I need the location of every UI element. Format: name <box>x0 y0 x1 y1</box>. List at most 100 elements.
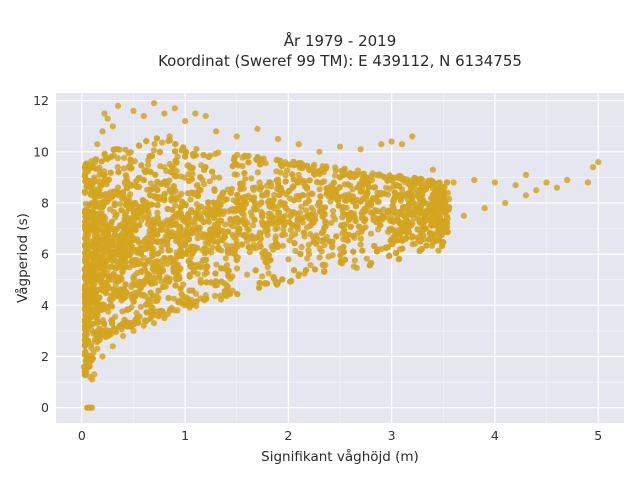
scatter-point <box>202 112 209 120</box>
scatter-point <box>217 217 224 224</box>
scatter-point <box>429 166 436 173</box>
scatter-point <box>491 179 498 186</box>
scatter-point <box>273 281 280 288</box>
scatter-point <box>161 315 168 322</box>
scatter-point <box>89 320 96 328</box>
scatter-point <box>197 279 204 286</box>
scatter-point <box>101 320 108 327</box>
scatter-point <box>248 175 255 182</box>
y-tick-label: 10 <box>33 144 49 159</box>
scatter-point <box>164 228 171 235</box>
scatter-point <box>193 230 200 237</box>
scatter-point <box>322 218 329 225</box>
scatter-point <box>135 319 142 326</box>
scatter-point <box>168 195 175 202</box>
scatter-point <box>429 217 436 224</box>
scatter-point <box>316 148 323 155</box>
scatter-point <box>202 292 209 299</box>
scatter-point <box>185 177 193 184</box>
scatter-point <box>137 285 144 292</box>
scatter-point <box>161 190 168 197</box>
scatter-point <box>272 233 279 240</box>
scatter-point <box>436 179 443 186</box>
scatter-point <box>271 192 278 199</box>
scatter-point <box>201 271 208 278</box>
scatter-point <box>425 179 432 186</box>
scatter-point <box>159 267 166 274</box>
scatter-point <box>253 156 260 163</box>
scatter-point <box>107 169 114 176</box>
scatter-point <box>322 165 329 172</box>
scatter-point <box>396 173 403 180</box>
scatter-point <box>331 216 339 223</box>
scatter-point <box>242 233 250 240</box>
scatter-point <box>189 164 196 172</box>
scatter-point <box>82 358 89 365</box>
scatter-point <box>117 200 124 207</box>
scatter-point <box>290 176 297 183</box>
scatter-point <box>188 230 195 237</box>
scatter-point <box>217 296 224 303</box>
scatter-point <box>127 156 134 163</box>
scatter-point <box>389 203 397 211</box>
scatter-point <box>307 212 314 219</box>
scatter-point <box>119 287 126 294</box>
scatter-point <box>145 211 152 218</box>
scatter-point <box>430 199 437 206</box>
scatter-point <box>130 298 137 305</box>
scatter-point <box>85 289 93 296</box>
scatter-point <box>254 169 261 176</box>
scatter-point <box>338 167 345 174</box>
y-tick-label: 6 <box>41 247 49 262</box>
scatter-point <box>115 292 122 300</box>
scatter-point <box>264 220 271 227</box>
scatter-point <box>227 189 234 197</box>
scatter-point <box>238 208 245 215</box>
scatter-point <box>417 202 425 209</box>
scatter-point <box>239 241 246 248</box>
scatter-point <box>132 293 139 300</box>
scatter-point <box>340 204 347 211</box>
scatter-point <box>142 245 149 252</box>
scatter-point <box>168 163 175 170</box>
scatter-point <box>344 181 351 188</box>
scatter-point <box>231 216 238 223</box>
scatter-point <box>251 216 258 223</box>
scatter-point <box>265 251 272 259</box>
scatter-point <box>296 160 303 167</box>
scatter-point <box>130 327 137 334</box>
scatter-point <box>186 271 193 278</box>
scatter-point <box>196 213 203 220</box>
scatter-point <box>295 141 302 148</box>
scatter-point <box>259 212 266 219</box>
scatter-point <box>209 227 216 234</box>
scatter-point <box>297 215 304 223</box>
scatter-point <box>307 222 314 229</box>
scatter-point <box>193 182 200 189</box>
scatter-point <box>274 241 281 248</box>
scatter-point <box>257 243 264 250</box>
scatter-point <box>357 188 364 195</box>
scatter-point <box>100 201 107 208</box>
scatter-point <box>192 110 199 117</box>
scatter-point <box>168 222 175 229</box>
scatter-point <box>109 248 116 255</box>
scatter-point <box>358 210 366 217</box>
scatter-point <box>230 233 238 240</box>
scatter-point <box>325 253 332 260</box>
scatter-point <box>321 204 328 211</box>
scatter-point <box>225 267 232 274</box>
scatter-point <box>234 191 241 198</box>
scatter-point <box>184 214 191 221</box>
scatter-point <box>126 231 133 239</box>
scatter-point <box>177 204 184 211</box>
scatter-point <box>316 245 323 252</box>
scatter-point <box>223 196 230 203</box>
scatter-point <box>99 128 106 135</box>
scatter-point <box>178 213 186 220</box>
scatter-point <box>126 205 133 212</box>
scatter-point <box>292 247 299 255</box>
scatter-point <box>460 212 467 219</box>
scatter-point <box>415 236 422 243</box>
